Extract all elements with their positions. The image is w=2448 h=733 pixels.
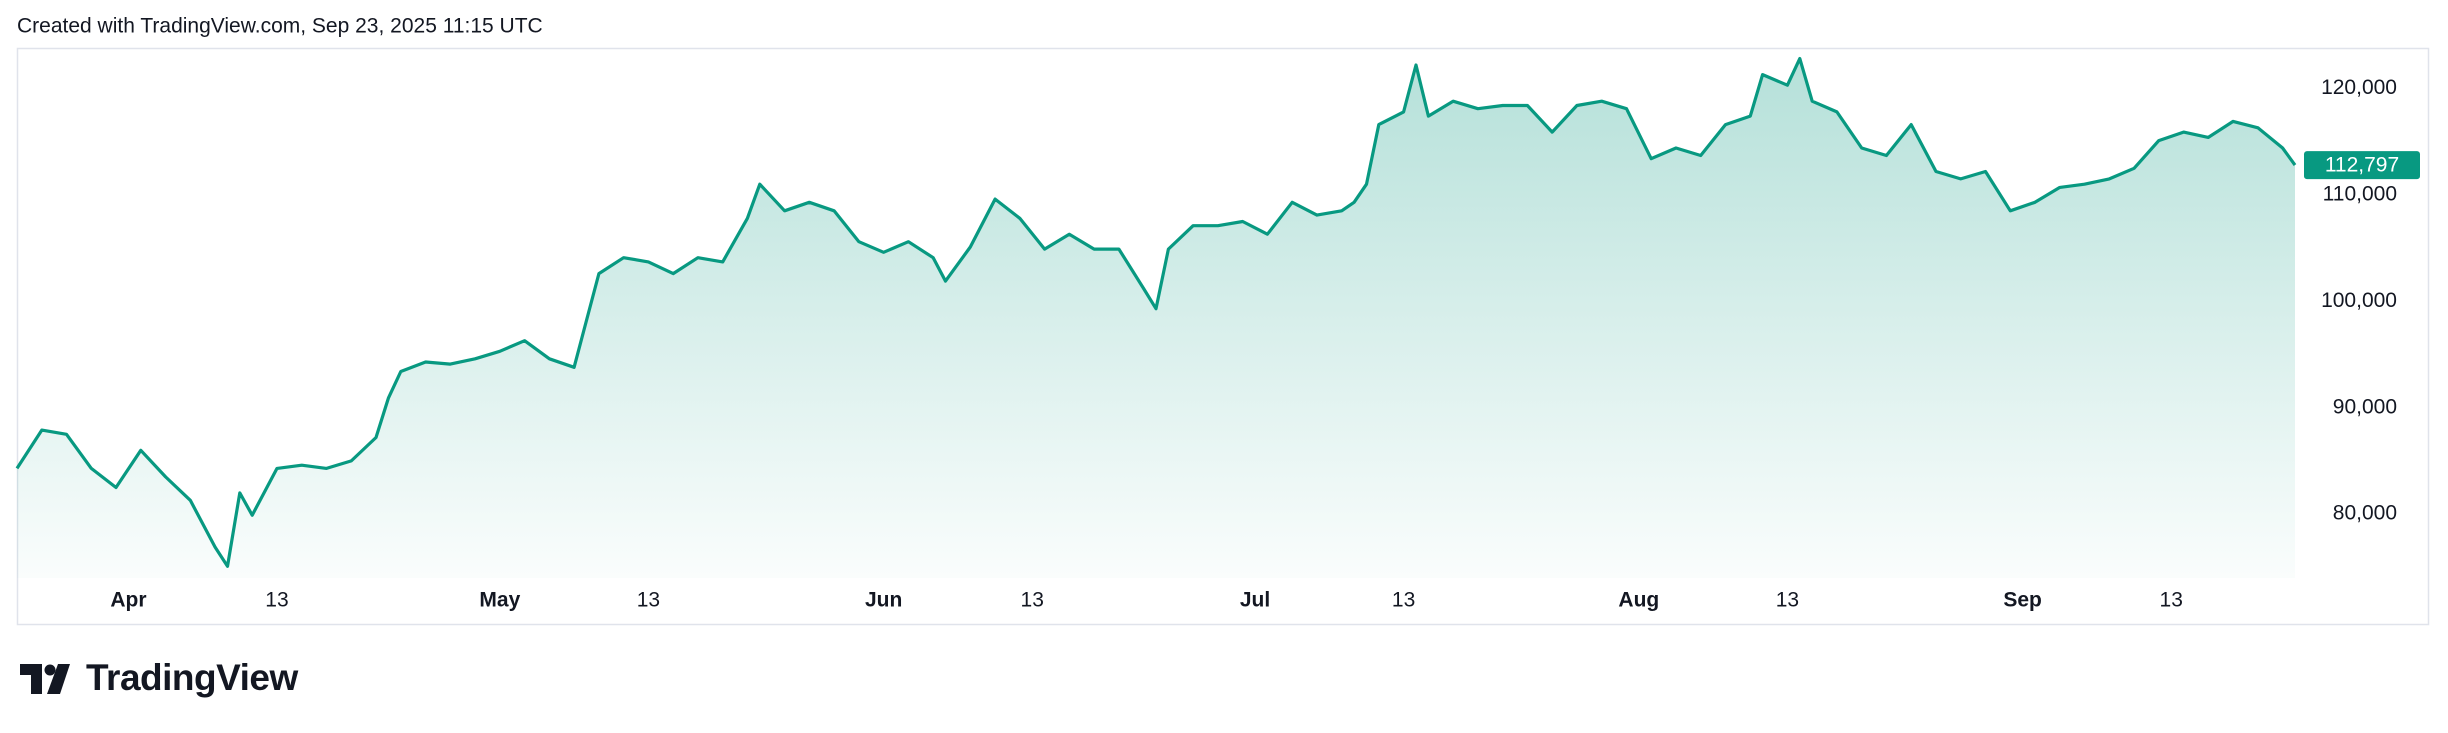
x-tick-label: 13 — [2160, 589, 2183, 612]
x-tick-label: 13 — [1021, 589, 1044, 612]
x-tick-label: 13 — [1392, 589, 1415, 612]
y-tick-label: 120,000 — [2321, 76, 2397, 99]
y-tick-label: 90,000 — [2333, 395, 2397, 418]
last-price-tag — [2304, 151, 2420, 180]
y-tick-label: 100,000 — [2321, 289, 2397, 312]
chart-frame — [16, 47, 2430, 626]
x-tick-label: Aug — [1618, 589, 1659, 612]
area — [17, 58, 2295, 579]
x-tick-label: Jun — [865, 589, 902, 612]
header: Created with TradingView.com, Sep 23, 20… — [17, 15, 543, 38]
x-tick-label: 13 — [265, 589, 288, 612]
price-line — [15, 57, 2297, 568]
x-tick-label: Jul — [1240, 589, 1270, 612]
x-tick-label: 13 — [1776, 589, 1799, 612]
y-tick-label: 80,000 — [2333, 502, 2397, 525]
y-tick-label: 110,000 — [2323, 182, 2397, 205]
x-tick-label: May — [479, 589, 520, 612]
logo-icon — [20, 664, 70, 694]
x-tick-label: Sep — [2003, 589, 2042, 612]
last-price-label: 112,797 — [2325, 154, 2399, 177]
x-tick-label: 13 — [637, 589, 660, 612]
brand: TradingView — [86, 657, 298, 698]
x-tick-label: Apr — [110, 589, 146, 612]
